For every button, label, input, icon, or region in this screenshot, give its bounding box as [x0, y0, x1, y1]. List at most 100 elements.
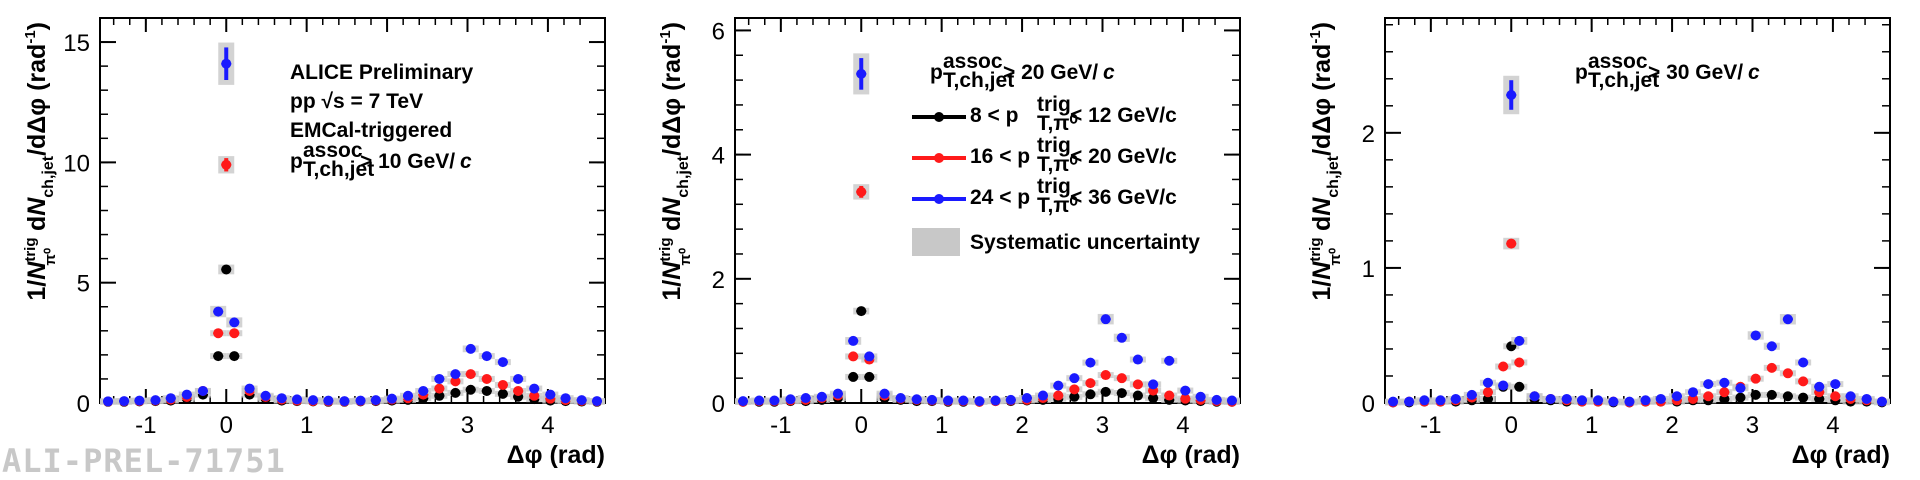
svg-text:p: p: [290, 150, 303, 173]
svg-text:Systematic uncertainty: Systematic uncertainty: [970, 231, 1200, 254]
data-point: [769, 395, 780, 406]
data-point: [465, 384, 476, 395]
data-point: [832, 388, 843, 399]
data-point: [990, 395, 1001, 406]
data-point: [529, 383, 540, 394]
data-point: [292, 394, 303, 405]
svg-text:< 20 GeV/c: < 20 GeV/c: [1070, 145, 1177, 168]
svg-text:T,ch,jet: T,ch,jet: [1588, 69, 1659, 92]
svg-text:> 20 GeV/: > 20 GeV/: [1003, 61, 1098, 84]
x-tick-label: 3: [1746, 412, 1759, 439]
y-tick-label: 1: [1362, 256, 1375, 283]
data-point: [576, 395, 587, 406]
x-tick-label: 4: [1826, 412, 1839, 439]
data-point: [1116, 388, 1127, 399]
data-point: [1148, 379, 1159, 390]
data-point: [323, 395, 334, 406]
data-point: [927, 394, 938, 405]
data-point: [1608, 396, 1619, 407]
y-tick-label: 6: [712, 18, 725, 45]
data-point: [134, 395, 145, 406]
data-point: [1514, 335, 1525, 346]
data-point: [450, 369, 461, 380]
data-point: [1482, 387, 1493, 398]
data-point: [513, 385, 524, 396]
data-point: [1100, 314, 1111, 325]
x-tick-label: -1: [135, 412, 156, 439]
data-point: [958, 395, 969, 406]
data-point: [221, 58, 232, 69]
data-point: [221, 264, 232, 275]
x-tick-label: 3: [461, 412, 474, 439]
svg-text:c: c: [1748, 61, 1760, 84]
data-point: [1450, 393, 1461, 404]
y-tick-label: 0: [1362, 391, 1375, 418]
data-point: [754, 395, 765, 406]
y-tick-label: 10: [63, 150, 90, 177]
data-point: [1766, 389, 1777, 400]
data-point: [497, 388, 508, 399]
data-point: [370, 395, 381, 406]
x-tick-label: 1: [935, 412, 948, 439]
x-tick-label: 2: [380, 412, 393, 439]
data-point: [1703, 379, 1714, 390]
data-point: [856, 306, 867, 317]
data-point: [856, 68, 867, 79]
svg-text:c: c: [1103, 61, 1115, 84]
cut-label-panel-2: p assoc T,ch,jet > 20 GeV/ c: [930, 50, 1115, 92]
data-point: [800, 393, 811, 404]
data-point: [1782, 391, 1793, 402]
data-point: [848, 351, 859, 362]
data-point: [1085, 357, 1096, 368]
series-high-pt: [735, 53, 1240, 407]
y-tick-label: 5: [77, 271, 90, 298]
x-axis-label: Δφ (rad): [1792, 441, 1890, 469]
y-tick-label: 15: [63, 30, 90, 57]
data-point: [1640, 395, 1651, 406]
svg-text:8 < p: 8 < p: [970, 104, 1018, 127]
data-point: [848, 335, 859, 346]
data-point: [1053, 390, 1064, 401]
data-point: [1100, 386, 1111, 397]
data-point: [864, 351, 875, 362]
x-tick-label: 3: [1096, 412, 1109, 439]
data-point: [229, 328, 240, 339]
data-point: [943, 395, 954, 406]
data-point: [213, 328, 224, 339]
data-point: [1069, 373, 1080, 384]
data-point: [481, 373, 492, 384]
data-point: [1766, 362, 1777, 373]
svg-text:c: c: [460, 150, 472, 173]
data-point: [1164, 355, 1175, 366]
data-point: [1577, 395, 1588, 406]
data-point: [355, 395, 366, 406]
x-tick-label: 0: [855, 412, 868, 439]
series-high-pt: [1385, 75, 1890, 407]
data-point: [856, 186, 867, 197]
svg-text:T,π⁰: T,π⁰: [1037, 194, 1078, 217]
data-point: [1132, 379, 1143, 390]
x-tick-label: 0: [220, 412, 233, 439]
data-point: [497, 357, 508, 368]
data-point: [529, 390, 540, 401]
data-point: [1782, 314, 1793, 325]
data-point: [1180, 393, 1191, 404]
data-point: [513, 373, 524, 384]
x-axis-label: Δφ (rad): [507, 441, 605, 469]
x-tick-label: -1: [1420, 412, 1441, 439]
data-point: [816, 391, 827, 402]
data-point: [465, 369, 476, 380]
data-point: [339, 396, 350, 407]
y-axis-label: 1/Ntrig π⁰ dNch,jet/dΔφ (rad-1): [657, 22, 694, 301]
data-point: [165, 393, 176, 404]
watermark-label: ALI-PREL-71751: [2, 442, 286, 480]
svg-text:p: p: [930, 61, 943, 84]
data-point: [1735, 383, 1746, 394]
data-point: [1798, 376, 1809, 387]
x-tick-label: 1: [300, 412, 313, 439]
data-point: [1687, 387, 1698, 398]
trigger-label: EMCal-triggered: [290, 119, 452, 142]
data-point: [1782, 368, 1793, 379]
svg-text:assoc: assoc: [303, 139, 363, 162]
